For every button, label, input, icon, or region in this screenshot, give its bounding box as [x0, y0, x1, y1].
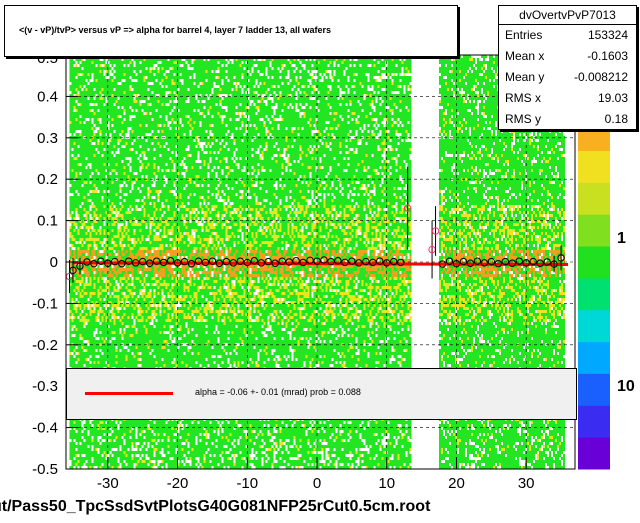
y-tick-label: -0.5 [32, 461, 58, 478]
palette-band [578, 310, 610, 342]
y-tick-label: 0.3 [37, 130, 58, 147]
x-tick-label: 10 [378, 475, 395, 492]
chart-title: <(v - vP)/tvP> versus vP => alpha for ba… [19, 25, 331, 35]
fit-legend-line [85, 392, 173, 395]
y-tick-label: 0.4 [37, 88, 58, 105]
palette-band [578, 151, 610, 183]
stats-row: RMS y 0.18 [499, 109, 636, 130]
stats-row: Mean x -0.1603 [499, 46, 636, 67]
x-tick-label: 20 [448, 475, 465, 492]
x-tick-label: -20 [167, 475, 189, 492]
stats-label: RMS x [505, 88, 541, 109]
stats-label: RMS y [505, 109, 541, 130]
file-path-footer: ut/Pass50_TpcSsdSvtPlotsG40G081NFP25rCut… [0, 498, 430, 516]
fit-legend: alpha = -0.06 +- 0.01 (mrad) prob = 0.08… [66, 368, 577, 420]
y-tick-label: -0.3 [32, 378, 58, 395]
stats-row: Entries 153324 [499, 25, 636, 46]
palette-band [578, 405, 610, 437]
stats-row: RMS x 19.03 [499, 88, 636, 109]
stats-value: -0.1603 [587, 46, 628, 67]
x-tick-label: -30 [97, 475, 119, 492]
y-tick-label: 0 [50, 254, 58, 271]
palette-band [578, 246, 610, 278]
palette-band [578, 437, 610, 469]
y-tick-label: -0.4 [32, 420, 58, 437]
color-scale-label: 1 [617, 230, 626, 247]
stats-histogram-name: dvOvertvPvP7013 [499, 6, 636, 25]
y-tick-label: -0.1 [32, 295, 58, 312]
stats-value: 0.18 [605, 109, 628, 130]
palette-band [578, 278, 610, 310]
palette-band [578, 182, 610, 214]
stats-value: -0.008212 [574, 67, 628, 88]
y-tick-label: 0.1 [37, 213, 58, 230]
palette-band [578, 214, 610, 246]
fit-result-text: alpha = -0.06 +- 0.01 (mrad) prob = 0.08… [195, 387, 361, 397]
chart-title-box: <(v - vP)/tvP> versus vP => alpha for ba… [4, 5, 458, 57]
stats-label: Mean y [505, 67, 544, 88]
stats-label: Entries [505, 25, 542, 46]
stats-label: Mean x [505, 46, 544, 67]
stats-value: 153324 [588, 25, 628, 46]
stats-value: 19.03 [598, 88, 628, 109]
palette-band [578, 342, 610, 374]
x-tick-label: 0 [313, 475, 321, 492]
palette-band [578, 374, 610, 406]
y-tick-label: 0.2 [37, 171, 58, 188]
stats-box: dvOvertvPvP7013 Entries 153324 Mean x -0.1… [498, 5, 637, 130]
x-tick-label: 30 [518, 475, 535, 492]
stats-row: Mean y -0.008212 [499, 67, 636, 88]
x-tick-label: -10 [236, 475, 258, 492]
y-tick-label: -0.2 [32, 337, 58, 354]
color-scale-label: 10 [617, 378, 635, 395]
